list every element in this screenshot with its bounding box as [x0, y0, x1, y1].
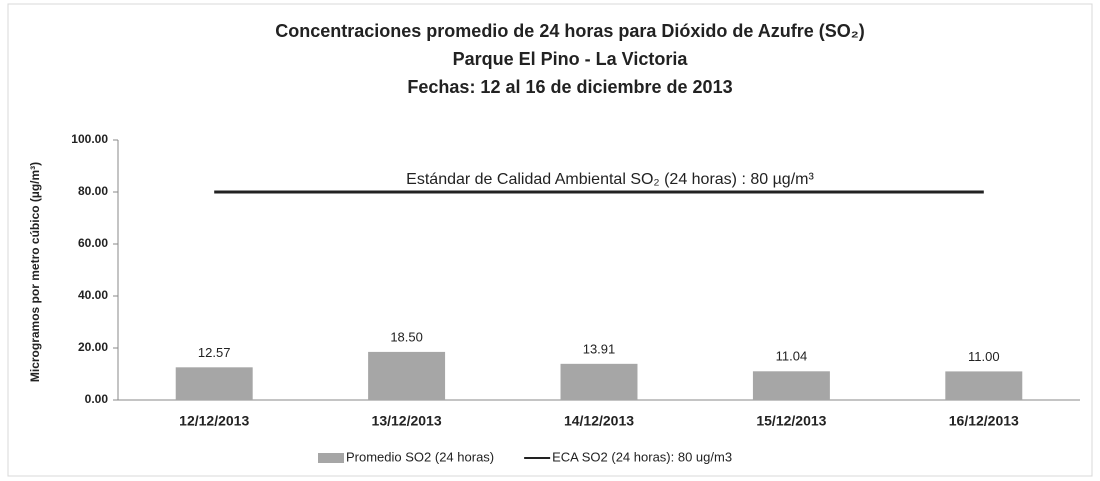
y-tick-label: 60.00	[78, 236, 108, 250]
value-label: 11.00	[968, 349, 1000, 364]
legend-label: ECA SO2 (24 horas): 80 ug/m3	[552, 449, 732, 464]
value-label: 12.57	[198, 345, 231, 360]
value-label: 11.04	[776, 349, 808, 364]
y-tick-label: 40.00	[78, 288, 108, 302]
chart-title: Fechas: 12 al 16 de diciembre de 2013	[407, 77, 732, 97]
x-tick-label: 12/12/2013	[179, 413, 249, 429]
bar	[368, 351, 446, 400]
bar	[175, 367, 253, 400]
value-label: 13.91	[583, 341, 616, 356]
chart-frame	[7, 3, 1093, 477]
annotation: Estándar de Calidad Ambiental SO₂ (24 ho…	[406, 171, 814, 188]
chart-title: Parque El Pino - La Victoria	[453, 49, 689, 69]
chart-title: Concentraciones promedio de 24 horas par…	[275, 21, 864, 41]
y-axis-label: Microgramos por metro cúbico (µg/m³)	[28, 162, 42, 382]
x-tick-label: 14/12/2013	[564, 413, 634, 429]
x-tick-label: 13/12/2013	[372, 413, 442, 429]
legend-label: Promedio SO2 (24 horas)	[346, 449, 494, 464]
x-tick-label: 15/12/2013	[756, 413, 826, 429]
y-tick-label: 100.00	[71, 132, 108, 146]
bar	[560, 363, 638, 400]
y-tick-label: 80.00	[78, 184, 108, 198]
y-tick-label: 20.00	[78, 340, 108, 354]
value-label: 18.50	[390, 329, 423, 344]
bar	[945, 371, 1023, 400]
legend-swatch	[318, 453, 344, 463]
x-tick-label: 16/12/2013	[949, 413, 1019, 429]
y-tick-label: 0.00	[85, 392, 109, 406]
bar	[752, 371, 830, 400]
